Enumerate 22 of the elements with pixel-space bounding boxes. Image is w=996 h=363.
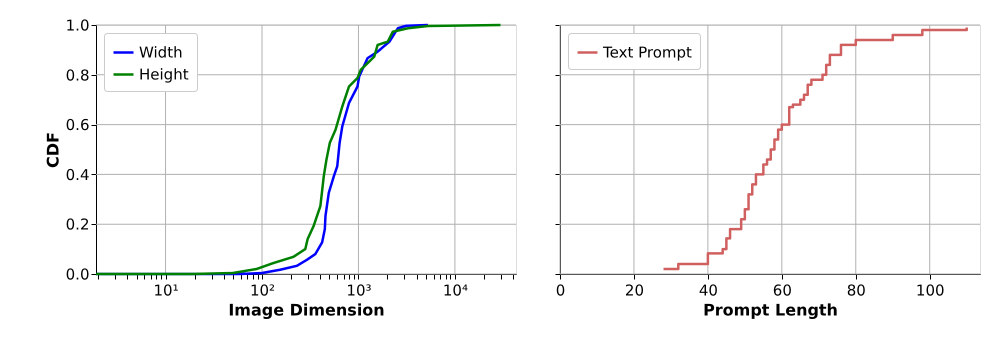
y-axis-title: CDF: [44, 132, 63, 168]
x-axis-title: Prompt Length: [703, 300, 838, 320]
x-tick-label: 10⁴: [442, 282, 468, 300]
y-tick-label: 0.0: [66, 266, 90, 284]
legend-label: Text Prompt: [602, 44, 692, 62]
x-tick-label: 80: [846, 282, 866, 300]
legend-label: Height: [139, 66, 189, 84]
x-tick-label: 60: [772, 282, 792, 300]
x-tick-label: 40: [698, 282, 718, 300]
y-tick-label: 1.0: [66, 16, 90, 34]
y-tick-label: 0.4: [66, 166, 90, 184]
x-tick-label: 100: [916, 282, 945, 300]
y-tick-label: 0.6: [66, 116, 90, 134]
x-tick-label: 10¹: [154, 282, 179, 300]
y-tick-label: 0.8: [66, 66, 90, 84]
x-axis-title: Image Dimension: [228, 300, 385, 320]
x-tick-label: 10³: [346, 282, 372, 300]
x-tick-label: 20: [624, 282, 644, 300]
x-tick-label: 10²: [250, 282, 276, 300]
y-tick-label: 0.2: [66, 216, 90, 234]
x-tick-label: 0: [556, 282, 566, 300]
legend-label: Width: [139, 44, 183, 62]
